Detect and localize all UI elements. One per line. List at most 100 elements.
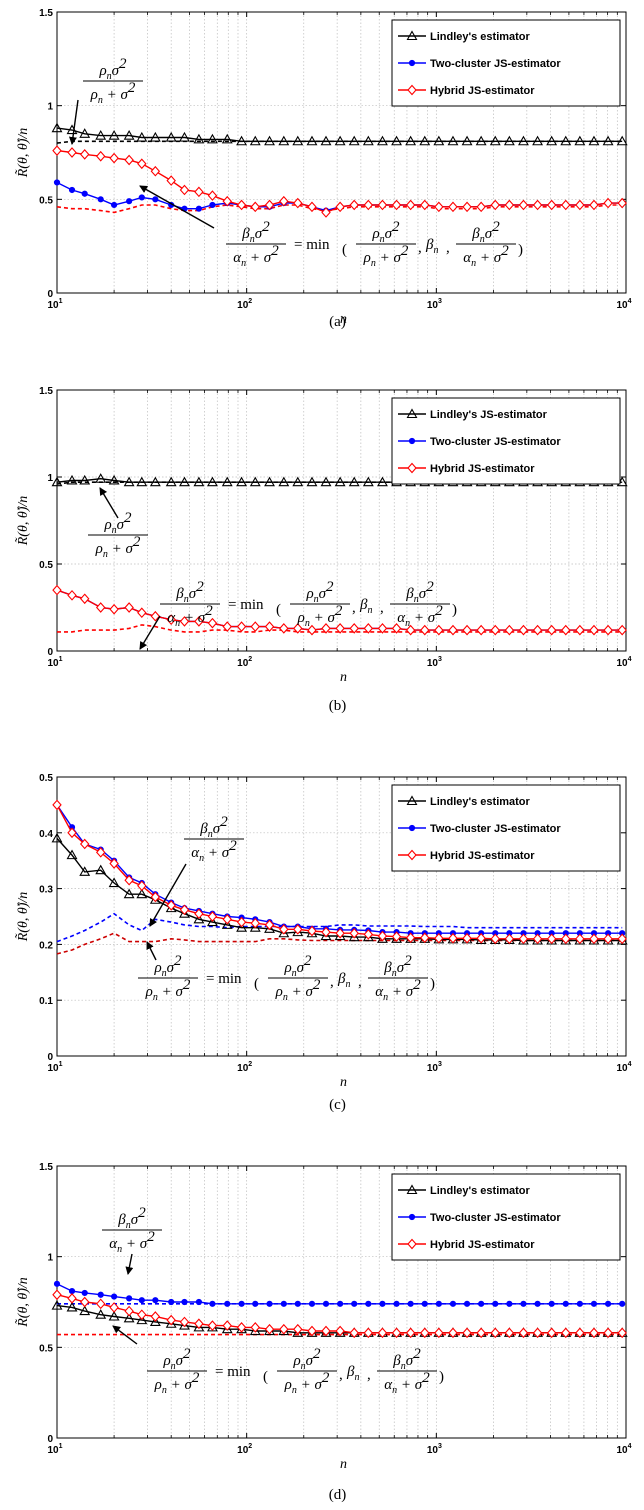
data-point xyxy=(546,624,557,636)
data-point xyxy=(391,1327,402,1339)
fraction-denominator: αn + σ2 xyxy=(191,838,237,864)
data-point xyxy=(292,135,304,146)
series-markers xyxy=(52,584,627,636)
math-sub: n xyxy=(471,258,476,269)
legend-swatch-marker xyxy=(408,1213,416,1221)
math-sub: n xyxy=(354,1372,359,1383)
math-sub: n xyxy=(162,968,167,979)
y-tick-label: 0 xyxy=(47,1052,53,1063)
data-point xyxy=(575,199,585,211)
data-point xyxy=(421,1300,428,1307)
data-point xyxy=(166,614,176,626)
data-point xyxy=(67,827,77,839)
x-tick-exp: 1 xyxy=(59,1443,63,1450)
math-sym: + σ xyxy=(388,984,414,1000)
math-sym: α xyxy=(191,845,200,861)
data-point xyxy=(236,916,247,928)
data-point xyxy=(108,130,120,140)
x-tick-base: 10 xyxy=(427,658,439,669)
data-point xyxy=(377,623,388,634)
data-point xyxy=(335,201,345,213)
y-tick-label: 1 xyxy=(47,102,53,113)
data-point xyxy=(149,131,161,142)
fraction-denominator: αn + σ2 xyxy=(384,1370,430,1396)
data-point xyxy=(518,199,529,211)
data-point xyxy=(448,201,458,213)
data-point xyxy=(149,1316,161,1326)
math-sub: n xyxy=(405,618,410,629)
annotation-arrow xyxy=(149,863,187,927)
legend-swatch-marker xyxy=(407,84,417,96)
data-point xyxy=(405,199,416,211)
data-point xyxy=(363,929,374,940)
data-point xyxy=(209,201,216,209)
y-tick-label: 0.5 xyxy=(39,773,53,784)
data-point xyxy=(224,1300,231,1307)
math-sym: σ xyxy=(213,821,221,837)
data-point xyxy=(603,624,613,636)
data-point xyxy=(561,933,571,945)
data-point xyxy=(136,131,148,142)
math-sup: 2 xyxy=(183,1346,191,1362)
data-point xyxy=(278,476,290,487)
x-tick-exp: 3 xyxy=(438,298,442,305)
math-sym: σ xyxy=(117,517,125,533)
math-sub: n xyxy=(380,234,385,245)
data-point xyxy=(503,135,515,146)
data-point xyxy=(377,930,388,942)
data-point xyxy=(279,1323,289,1335)
math-sym: β xyxy=(346,1364,355,1380)
legend-swatch-marker xyxy=(406,795,418,806)
data-point xyxy=(518,624,529,636)
y-tick-label: 0.5 xyxy=(39,1343,53,1354)
legend: Lindley's estimator Two-cluster JS-estima… xyxy=(391,19,621,107)
data-point xyxy=(79,866,91,876)
data-point xyxy=(307,624,317,636)
data-point xyxy=(249,922,261,932)
data-point xyxy=(264,923,275,933)
paren-open: ( xyxy=(276,602,281,618)
math-sym: σ xyxy=(167,960,175,976)
y-tick-label: 1 xyxy=(47,473,53,484)
data-point xyxy=(137,1309,147,1321)
x-tick-label: 103 xyxy=(427,656,442,669)
annotation-arrow xyxy=(99,487,119,519)
data-point xyxy=(476,932,486,944)
fraction-numerator: ρnσ2 xyxy=(292,1346,321,1372)
legend-label: Two-cluster JS-estimator xyxy=(430,823,561,835)
data-point xyxy=(320,135,332,146)
fraction-denominator: ρn + σ2 xyxy=(275,977,321,1003)
data-point xyxy=(193,1321,205,1332)
annotation-arrow xyxy=(139,615,161,650)
x-tick-base: 10 xyxy=(237,658,249,669)
data-point xyxy=(377,135,388,146)
math-sym: ρ xyxy=(305,586,313,602)
math-sup: 2 xyxy=(147,1229,155,1245)
panel-caption: (a) xyxy=(329,314,346,330)
data-point xyxy=(420,1327,430,1339)
data-point xyxy=(548,1300,555,1307)
data-point xyxy=(238,1300,245,1307)
math-sup: 2 xyxy=(322,1370,330,1386)
math-sub: n xyxy=(292,968,297,979)
x-tick-exp: 4 xyxy=(628,656,632,663)
data-point xyxy=(434,932,444,944)
x-tick-base: 10 xyxy=(237,1445,249,1456)
data-point xyxy=(166,175,176,186)
panel-caption: (b) xyxy=(329,698,347,714)
data-point xyxy=(166,900,176,911)
data-point xyxy=(546,1327,557,1339)
math-sym: + σ xyxy=(108,541,134,557)
data-point xyxy=(51,1300,63,1310)
data-point xyxy=(264,135,275,146)
annotation-arrow xyxy=(146,941,157,961)
series-line xyxy=(56,127,623,143)
data-point xyxy=(124,874,134,886)
math-sym: ρ xyxy=(98,63,106,79)
data-point xyxy=(150,610,161,622)
data-point xyxy=(419,135,431,146)
math-sym: ρ xyxy=(363,250,371,266)
math-sym: + σ xyxy=(180,610,206,626)
